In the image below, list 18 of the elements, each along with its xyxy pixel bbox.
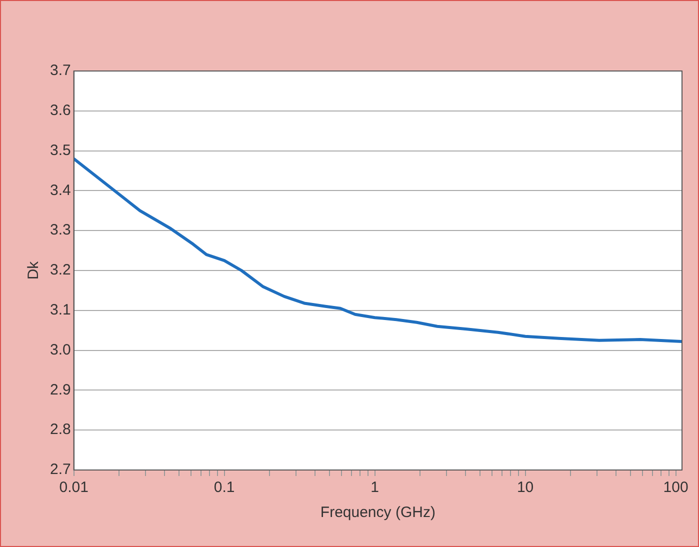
y-tick-label: 2.7 <box>50 461 71 478</box>
y-tick-label: 3.1 <box>50 302 71 319</box>
y-tick-label: 3.7 <box>50 62 71 80</box>
x-tick-label: 1 <box>370 479 379 496</box>
y-tick-label: 3.6 <box>50 102 71 120</box>
x-axis-title: Frequency (GHz) <box>320 504 436 522</box>
y-tick-label: 3.5 <box>50 142 71 159</box>
y-tick-label: 3.0 <box>50 341 71 358</box>
x-tick-label: 0.1 <box>214 479 235 496</box>
x-tick-label: 100 <box>663 479 688 496</box>
y-tick-label: 2.8 <box>50 421 71 438</box>
y-tick-label: 2.9 <box>50 381 71 398</box>
y-tick-label: 3.4 <box>50 182 71 199</box>
x-tick-label: 0.01 <box>59 479 88 496</box>
y-tick-label: 3.3 <box>50 222 71 239</box>
y-tick-label: 3.2 <box>50 262 71 279</box>
y-axis-title: Dk <box>25 260 42 280</box>
x-tick-label: 10 <box>516 479 534 496</box>
